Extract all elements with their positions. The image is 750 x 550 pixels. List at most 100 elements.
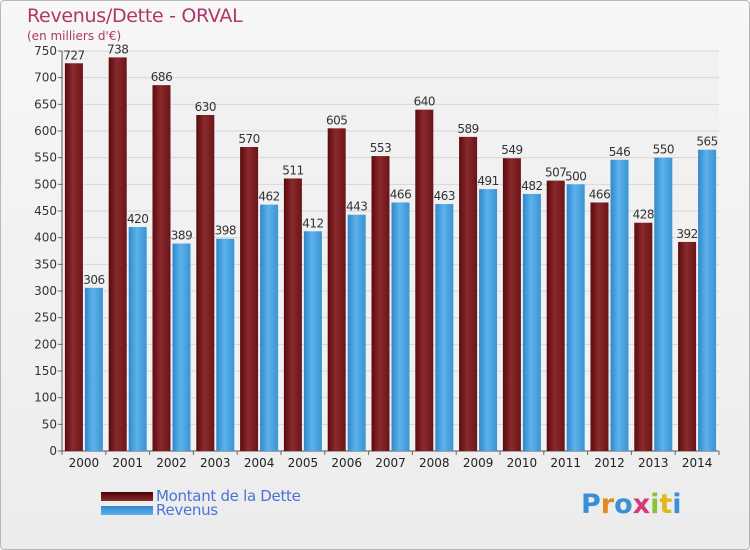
bar-dette	[634, 222, 653, 451]
y-tick-label: 750	[34, 44, 57, 58]
grid-layer	[62, 50, 719, 452]
logo-letter: P	[581, 489, 601, 520]
x-tick-label: 2012	[594, 456, 625, 470]
data-label-revenus: 482	[521, 179, 542, 193]
bar-dette	[459, 136, 478, 451]
x-tick-label: 2006	[331, 456, 362, 470]
data-label-dette: 507	[545, 166, 566, 180]
data-label-dette: 553	[370, 141, 391, 155]
data-label-revenus: 306	[83, 273, 104, 287]
bar-revenus	[610, 159, 629, 452]
data-label-revenus: 443	[346, 200, 367, 214]
data-label-revenus: 389	[171, 229, 192, 243]
bar-dette	[502, 158, 521, 451]
x-tick-label: 2000	[69, 456, 100, 470]
bar-revenus	[347, 214, 366, 451]
bar-dette	[590, 202, 609, 451]
x-tick-label: 2014	[682, 456, 713, 470]
x-tick-label: 2005	[288, 456, 319, 470]
y-tick-label: 600	[34, 124, 57, 138]
x-tick-label: 2011	[550, 456, 581, 470]
data-label-revenus: 491	[477, 174, 498, 188]
x-tick-label: 2008	[419, 456, 450, 470]
chart-subtitle: (en milliers d'€)	[27, 29, 122, 43]
chart-title: Revenus/Dette - ORVAL	[27, 5, 243, 27]
data-label-revenus: 565	[696, 135, 717, 149]
bar-dette	[371, 156, 390, 452]
bar-revenus	[303, 231, 322, 451]
x-tick-label: 2001	[112, 456, 143, 470]
data-label-dette: 589	[457, 122, 478, 136]
bar-revenus	[84, 287, 103, 451]
data-label-dette: 640	[414, 95, 435, 109]
data-label-dette: 466	[589, 187, 610, 201]
y-tick-label: 450	[34, 204, 57, 218]
logo-letter: r	[600, 489, 615, 520]
bar-revenus	[654, 157, 673, 451]
y-tick-label: 300	[34, 284, 57, 298]
y-tick-label: 250	[34, 311, 57, 325]
logo-letter: x	[632, 489, 651, 520]
logo-letter: t	[659, 489, 673, 520]
bar-revenus	[479, 189, 498, 451]
bar-dette	[240, 147, 259, 451]
data-label-revenus: 462	[258, 190, 279, 204]
x-tick-label: 2004	[244, 456, 275, 470]
x-tick-label: 2009	[463, 456, 494, 470]
bar-dette	[546, 180, 565, 451]
bar-dette	[283, 178, 302, 451]
data-label-dette: 392	[676, 227, 697, 241]
data-label-revenus: 463	[434, 189, 455, 203]
bar-revenus	[391, 202, 410, 451]
data-label-revenus: 398	[215, 224, 236, 238]
proxiti-logo: Proxiti	[581, 489, 682, 520]
data-label-revenus: 466	[390, 187, 411, 201]
data-label-dette: 686	[151, 70, 172, 84]
data-label-dette: 570	[238, 132, 259, 146]
bar-dette	[678, 241, 697, 451]
x-tick-label: 2002	[156, 456, 187, 470]
bar-revenus	[566, 184, 585, 452]
y-tick-label: 400	[34, 231, 57, 245]
legend-swatch-revenus	[101, 505, 153, 515]
y-tick-label: 500	[34, 177, 57, 191]
bar-dette	[196, 115, 215, 451]
plot-area	[62, 51, 719, 451]
bar-revenus	[435, 204, 454, 451]
data-label-dette: 428	[633, 208, 654, 222]
bar-dette	[108, 57, 127, 452]
bar-dette	[415, 109, 434, 452]
data-label-revenus: 550	[653, 143, 674, 157]
bar-revenus	[172, 243, 191, 451]
data-label-dette: 549	[501, 143, 522, 157]
data-label-dette: 605	[326, 113, 347, 127]
legend-item-dette: Montant de la Dette	[101, 487, 301, 505]
data-label-dette: 727	[63, 48, 84, 62]
bar-dette	[64, 63, 83, 452]
bar-revenus	[698, 149, 717, 451]
data-label-dette: 630	[195, 100, 216, 114]
y-tick-label: 700	[34, 71, 57, 85]
y-tick-label: 100	[34, 391, 57, 405]
y-tick-label: 150	[34, 364, 57, 378]
bar-revenus	[216, 238, 235, 451]
data-label-dette: 738	[107, 42, 128, 56]
logo-letter: i	[650, 489, 660, 520]
logo-letter: o	[614, 489, 633, 520]
bar-revenus	[128, 227, 147, 451]
x-tick-label: 2010	[507, 456, 538, 470]
legend-label-dette: Montant de la Dette	[156, 487, 301, 505]
data-label-dette: 511	[282, 163, 303, 177]
data-label-revenus: 546	[609, 145, 630, 159]
bar-dette	[152, 85, 171, 451]
legend-label-revenus: Revenus	[156, 501, 218, 519]
y-tick-label: 0	[49, 444, 57, 458]
bar-revenus	[260, 204, 279, 451]
data-label-revenus: 500	[565, 169, 586, 183]
legend-swatch-dette	[101, 491, 153, 501]
bar-layer	[64, 57, 717, 452]
bar-revenus	[522, 193, 541, 451]
